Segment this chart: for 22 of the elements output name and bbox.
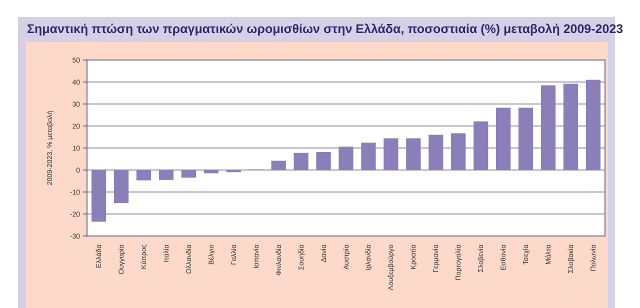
bar (316, 152, 331, 170)
bar (271, 160, 286, 170)
bar (91, 170, 106, 222)
bar (294, 152, 308, 170)
bar (451, 133, 466, 170)
bar (540, 85, 556, 170)
bar (204, 170, 218, 174)
bar (158, 170, 174, 180)
chart-title: Σημαντική πτώση των πραγματικών ωρομισθίων στην Ελλάδα, ποσοστιαία (%) μεταβολή 2009-2023 (27, 22, 624, 36)
bar (518, 108, 534, 170)
bar (563, 84, 578, 170)
bar (496, 108, 511, 170)
bar (114, 170, 129, 203)
bar (586, 80, 601, 170)
bar (181, 170, 196, 178)
bar (406, 138, 421, 170)
bar (384, 138, 398, 170)
bar (474, 121, 488, 170)
bar (428, 134, 444, 170)
bar (136, 170, 152, 180)
bar (361, 142, 376, 170)
bar (338, 146, 354, 170)
